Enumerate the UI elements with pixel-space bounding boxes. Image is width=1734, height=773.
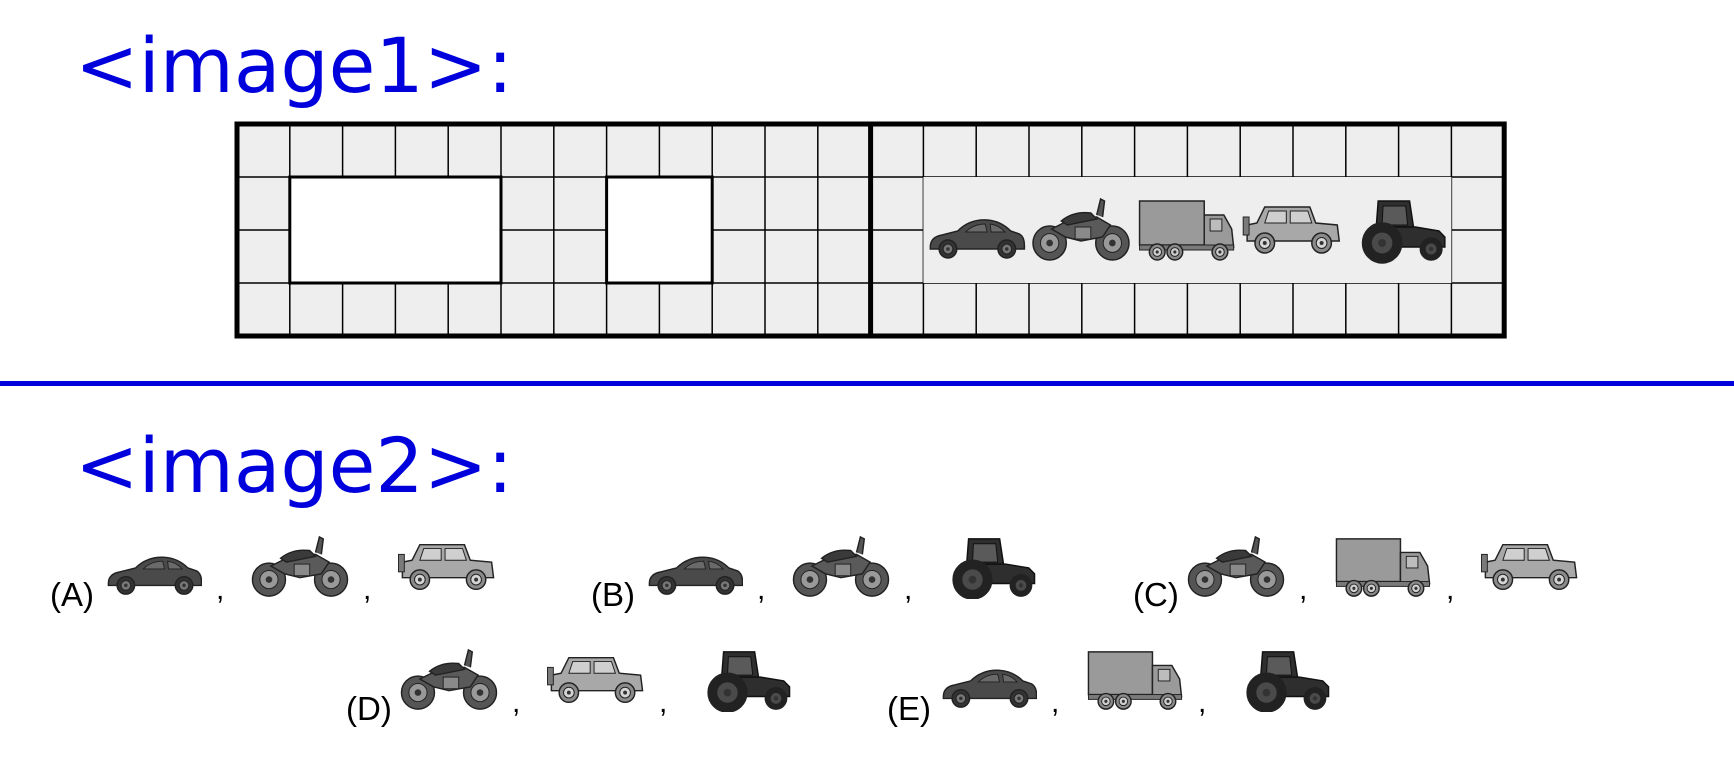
separator-comma: , [1051, 686, 1060, 719]
motorcycle-icon [251, 535, 349, 597]
motorcycle-icon [400, 648, 498, 710]
image2-heading: <image2>: [75, 421, 514, 510]
separator-comma: , [216, 573, 225, 606]
tractor-icon [952, 538, 1036, 599]
sequence-car-icon [929, 219, 1026, 259]
blank-slot-2 [605, 175, 714, 285]
separator-comma: , [757, 573, 766, 606]
separator-comma: , [363, 573, 372, 606]
car-icon [107, 556, 202, 595]
truck-icon [1335, 538, 1431, 597]
option-e-label: (E) [887, 690, 931, 727]
motorcycle-icon [1187, 535, 1285, 597]
separator-comma: , [659, 686, 668, 719]
jeep-icon [398, 543, 495, 591]
car-icon [648, 556, 743, 595]
section-divider [0, 381, 1734, 386]
sequence-tractor-icon [1361, 200, 1446, 264]
jeep-icon [1481, 543, 1578, 591]
separator-comma: , [1198, 686, 1207, 719]
option-a-label: (A) [50, 576, 94, 613]
option-c-label: (C) [1133, 576, 1179, 613]
image1-heading: <image1>: [75, 21, 514, 110]
blank-slot-1 [288, 175, 503, 285]
jeep-icon [547, 656, 644, 704]
separator-comma: , [512, 686, 521, 719]
car-icon [942, 669, 1037, 708]
separator-comma: , [1446, 573, 1455, 606]
separator-comma: , [904, 573, 913, 606]
sequence-jeep-icon [1242, 206, 1341, 254]
tractor-icon [707, 651, 791, 712]
option-b-label: (B) [591, 576, 635, 613]
separator-comma: , [1299, 573, 1308, 606]
sequence-motorcycle-icon [1032, 197, 1130, 261]
sequence-truck-icon [1138, 200, 1235, 261]
truck-icon [1087, 651, 1183, 710]
motorcycle-icon [792, 535, 890, 597]
tractor-icon [1246, 651, 1330, 712]
option-d-label: (D) [346, 690, 392, 727]
